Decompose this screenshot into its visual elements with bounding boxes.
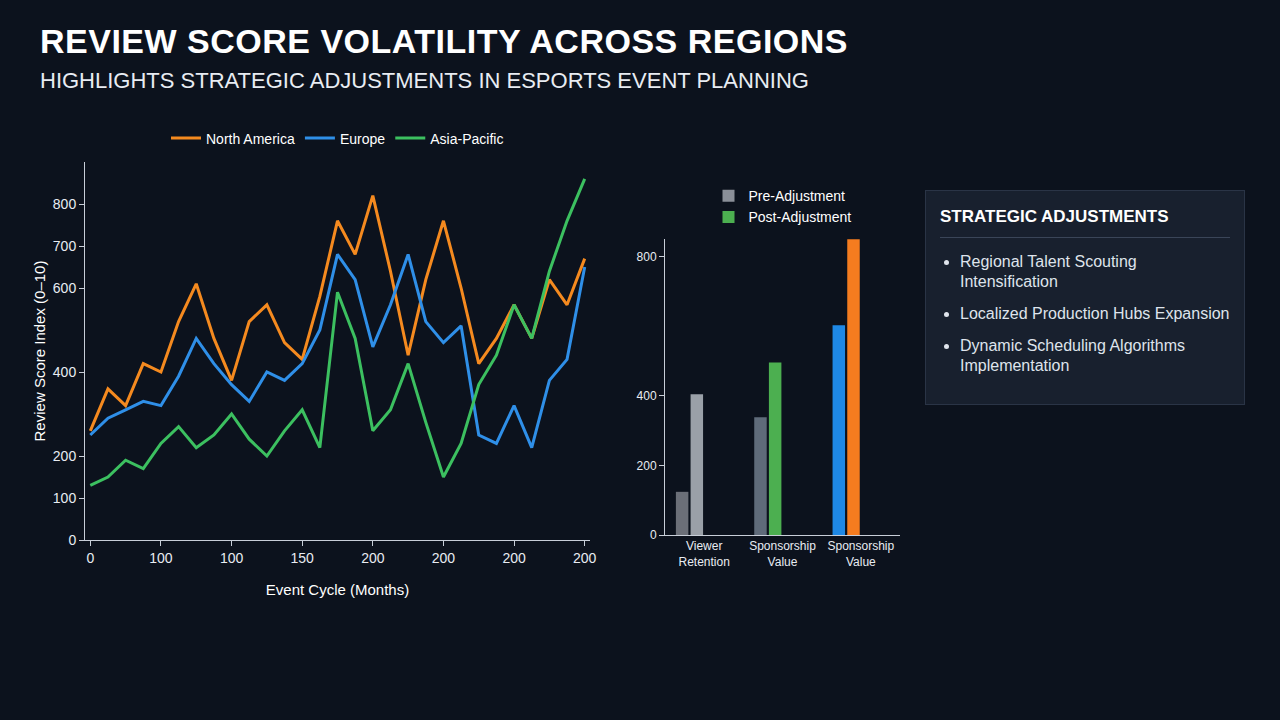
svg-text:200: 200 [502,550,526,566]
svg-text:100: 100 [53,490,77,506]
svg-text:0: 0 [86,550,94,566]
svg-text:600: 600 [53,280,77,296]
svg-text:Asia-Pacific: Asia-Pacific [430,131,503,147]
html-text:STRATEGIC ADJUSTMENTS: STRATEGIC ADJUSTMENTS [940,207,1169,226]
html-text:Regional Talent Scouting Inten: Regional Talent Scouting Intensification [960,253,1137,290]
svg-text:200: 200 [573,550,597,566]
svg-text:100: 100 [220,550,244,566]
svg-text:200: 200 [637,459,657,473]
svg-text:Post-Adjustment: Post-Adjustment [749,209,852,225]
svg-text:400: 400 [637,389,657,403]
svg-text:100: 100 [149,550,173,566]
svg-text:ViewerRetention: ViewerRetention [678,539,729,569]
svg-text:700: 700 [53,238,77,254]
svg-text:Review Score Index (0–10): Review Score Index (0–10) [31,261,48,442]
svg-text:North America: North America [206,131,295,147]
html-text:REVIEW SCORE VOLATILITY ACROSS: REVIEW SCORE VOLATILITY ACROSS REGIONS [40,22,848,60]
svg-text:200: 200 [53,448,77,464]
html-text:Dynamic Scheduling Algorithms: Dynamic Scheduling Algorithms Implementa… [960,337,1185,374]
svg-text:800: 800 [53,196,77,212]
svg-text:0: 0 [650,528,657,542]
svg-text:SponsorshipValue: SponsorshipValue [827,539,894,569]
html-text:HIGHLIGHTS STRATEGIC ADJUSTMEN: HIGHLIGHTS STRATEGIC ADJUSTMENTS IN ESPO… [40,68,809,93]
svg-text:Event Cycle (Months): Event Cycle (Months) [266,581,409,598]
svg-text:200: 200 [432,550,456,566]
html-text:Localized Production Hubs Expa: Localized Production Hubs Expansion [960,305,1230,322]
svg-text:400: 400 [53,364,77,380]
svg-text:Pre-Adjustment: Pre-Adjustment [749,188,846,204]
svg-text:Europe: Europe [340,131,385,147]
svg-text:200: 200 [361,550,385,566]
svg-text:150: 150 [291,550,315,566]
svg-text:SponsorshipValue: SponsorshipValue [749,539,816,569]
svg-text:0: 0 [68,532,76,548]
svg-text:800: 800 [637,250,657,264]
